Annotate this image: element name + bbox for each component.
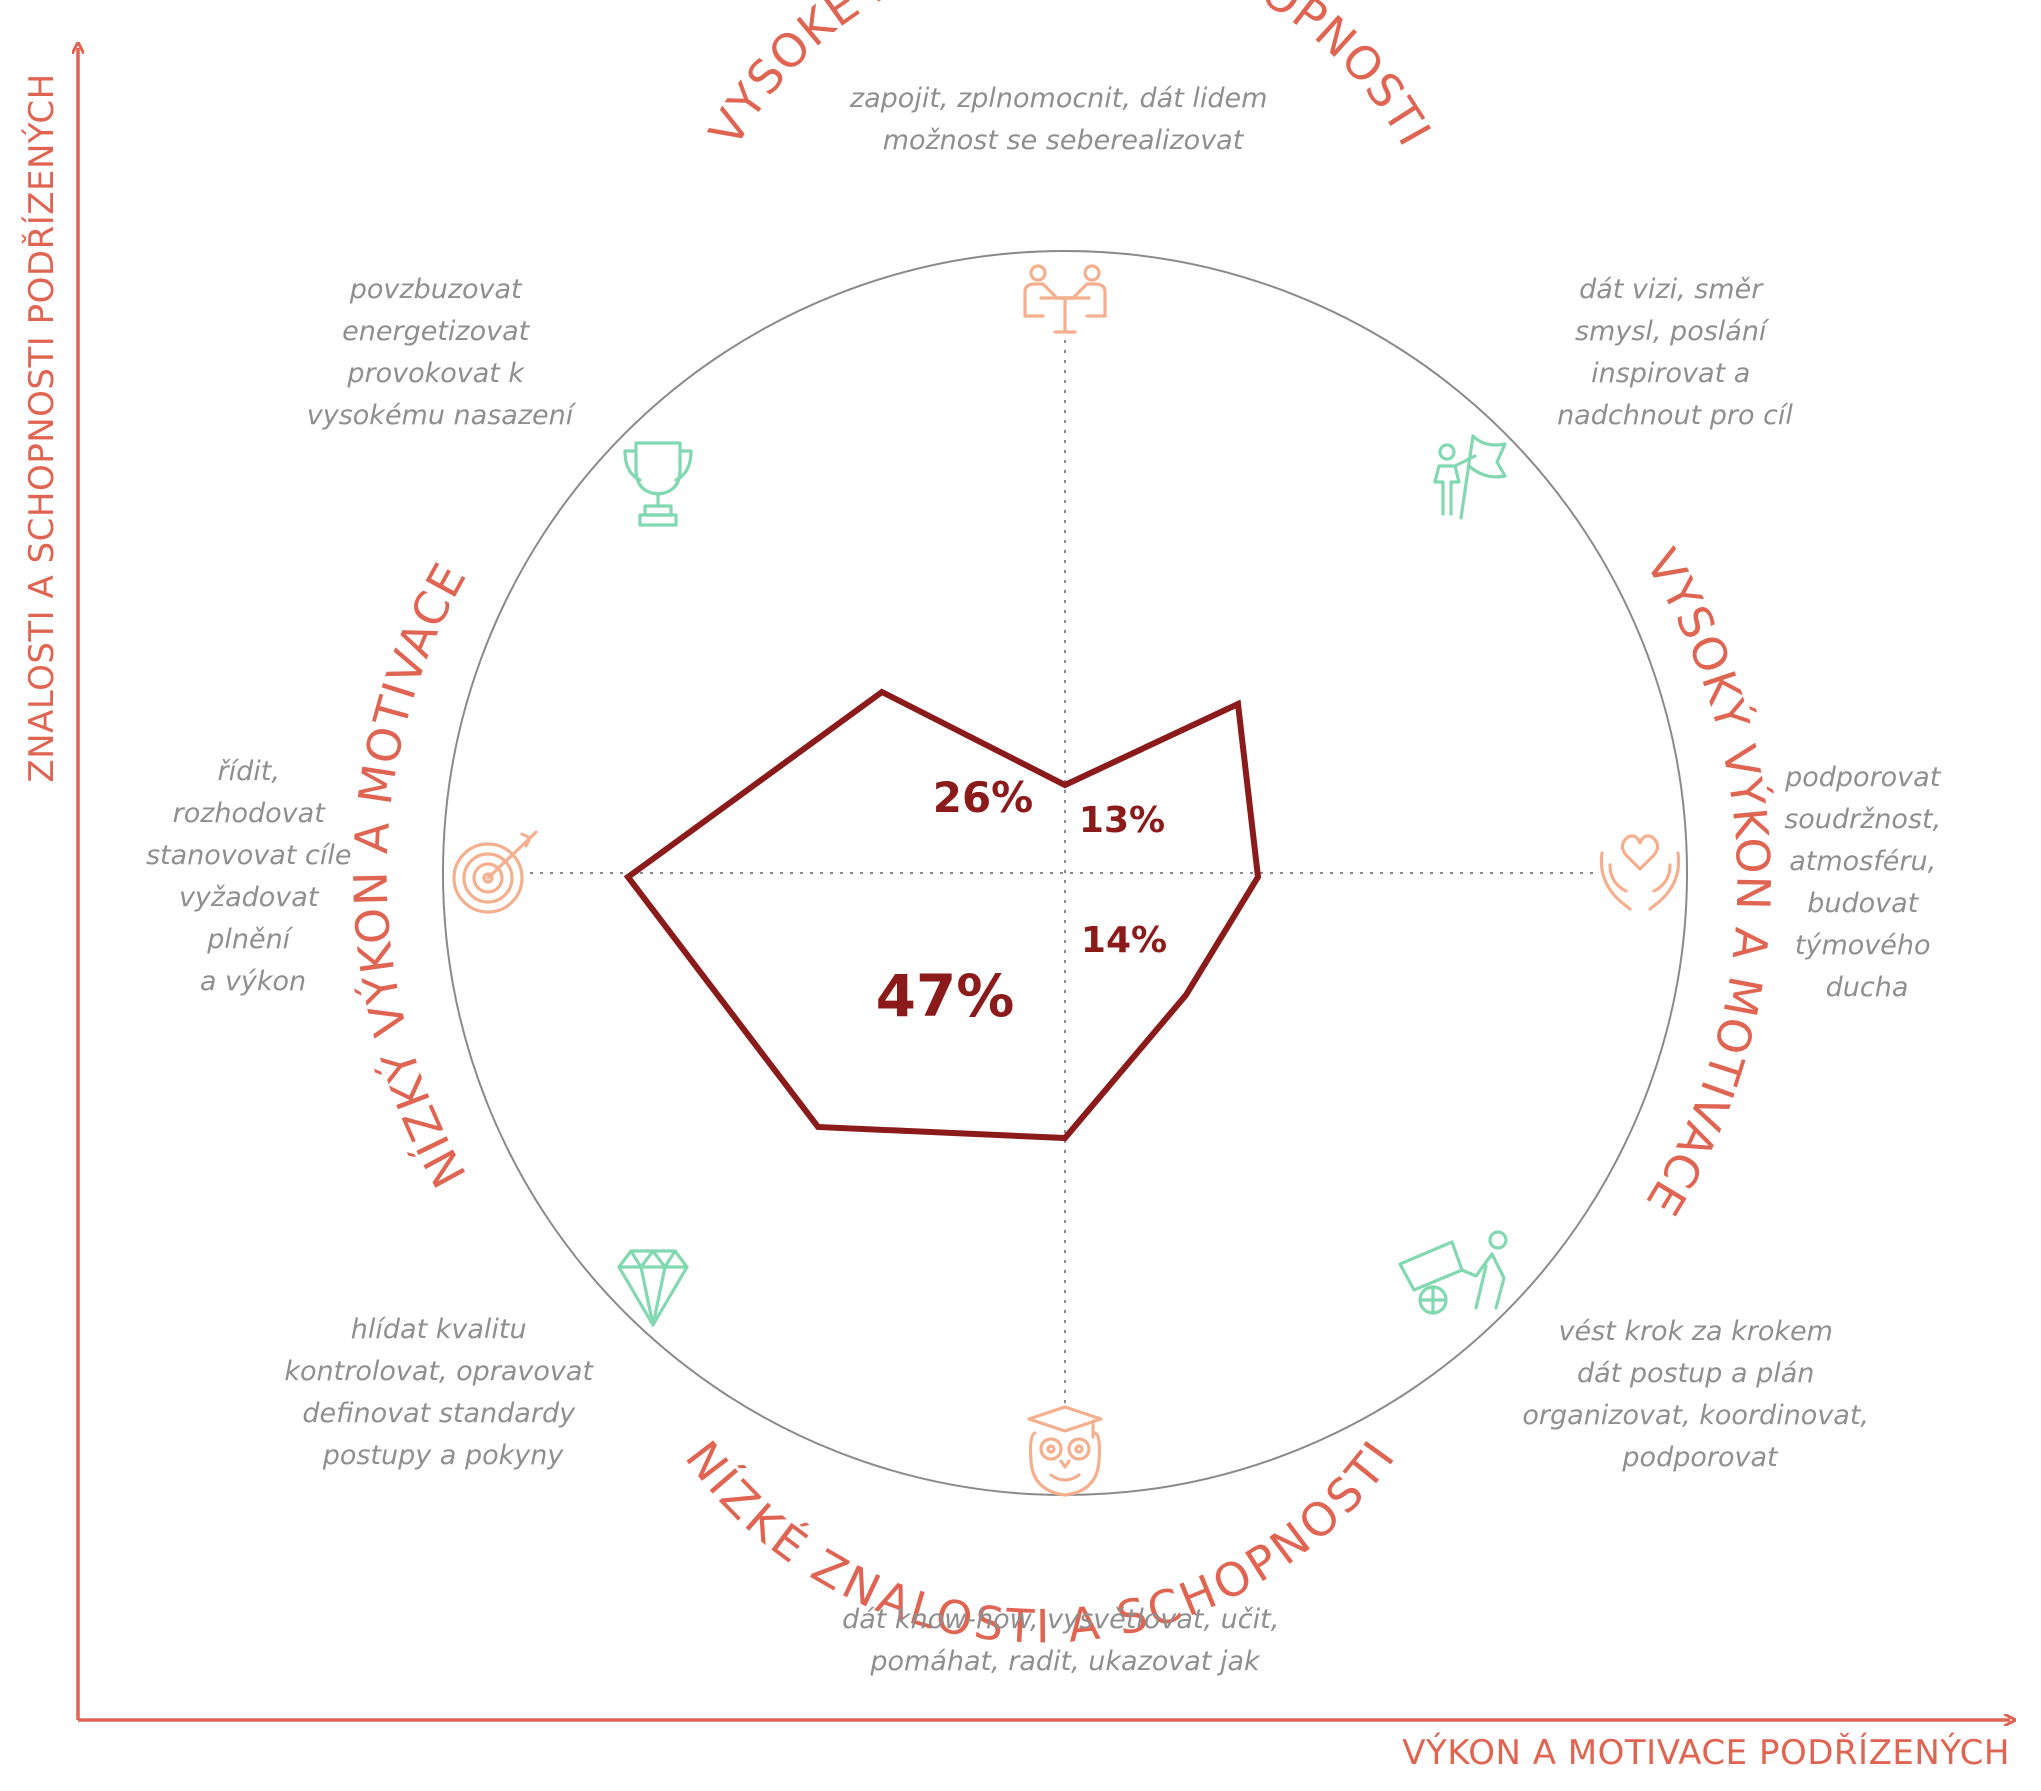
people-at-table-icon: [1023, 264, 1107, 334]
pct-top-right: 13%: [1079, 800, 1165, 841]
profile-polygon: [623, 688, 1262, 1142]
x-axis-label: VÝKON A MOTIVACE PODŘÍZENÝCH: [1402, 1732, 2010, 1773]
pct-bottom-right: 14%: [1081, 920, 1167, 961]
owl-graduate-icon: [1027, 1405, 1103, 1497]
target-icon: [452, 830, 538, 914]
diamond-icon: [617, 1249, 689, 1327]
pct-top-left: 26%: [933, 773, 1034, 822]
desc-top-left: povzbuzovat energetizovat provokovat k v…: [307, 274, 577, 431]
percentages: 26% 13% 14% 47%: [876, 773, 1168, 1030]
arc-label-right: VYSOKÝ VÝKON A MOTIVACE: [1635, 540, 1780, 1225]
desc-left: řídit, rozhodovat stanovovat cíle vyžado…: [146, 756, 360, 997]
person-pushing-cart-icon: [1398, 1230, 1508, 1315]
desc-bottom-right: vést krok za krokem dát postup a plán or…: [1522, 1316, 1877, 1473]
desc-top-right: dát vizi, směr smysl, poslání inspirovat…: [1557, 274, 1793, 431]
desc-bottom-left: hlídat kvalitu kontrolovat, opravovat de…: [284, 1314, 601, 1471]
axes: ZNALOSTI A SCHOPNOSTI PODŘÍZENÝCH VÝKON …: [21, 48, 2010, 1773]
descriptions: zapojit, zplnomocnit, dát lidem možnost …: [146, 83, 1950, 1677]
desc-top: zapojit, zplnomocnit, dát lidem možnost …: [849, 83, 1276, 156]
trophy-icon: [623, 441, 693, 527]
desc-right: podporovat soudržnost, atmosféru, budova…: [1784, 762, 1950, 1003]
person-with-flag-icon: [1433, 434, 1507, 520]
pct-bottom-left: 47%: [876, 962, 1015, 1030]
arc-label-left: NÍZKÝ VÝKON A MOTIVACE: [343, 554, 476, 1196]
hands-heart-icon: [1599, 834, 1681, 911]
desc-bottom: dát know-how, vysvětlovat, učit, pomáhat…: [842, 1604, 1288, 1677]
y-axis-label: ZNALOSTI A SCHOPNOSTI PODŘÍZENÝCH: [21, 73, 62, 782]
